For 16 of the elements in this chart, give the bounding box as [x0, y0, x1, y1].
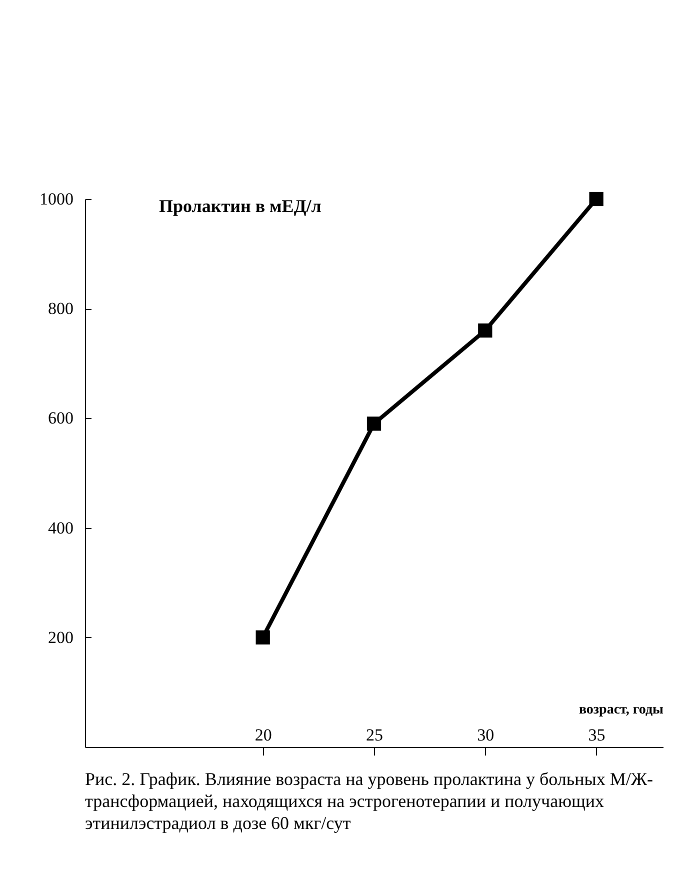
- point: [478, 323, 492, 338]
- chart-title: Пролактин в мЕД/л: [159, 196, 322, 216]
- y-tick-label: 1000: [40, 190, 74, 208]
- y-tick-label: 200: [48, 628, 74, 647]
- point: [256, 630, 270, 644]
- y-tick-label: 600: [48, 408, 74, 428]
- x-tick-label: 20: [254, 726, 272, 744]
- text: Рис. 2. График. Влияние возраста на уровень пролактина у больных М/Ж-трансформацией, находящихся на эстрогенотерапии и получающих этинилэстрадиол в дозе 60 мкг/сут: [85, 768, 654, 834]
- x-tick-label: 30: [477, 726, 494, 744]
- point: [366, 416, 382, 431]
- x-axis-title: возраст, годы: [578, 702, 664, 718]
- point: [589, 192, 604, 206]
- y-tick-label: 400: [48, 518, 74, 538]
- y-tick-label: 800: [48, 299, 74, 318]
- x-tick-label: 35: [588, 726, 606, 744]
- x-tick-label: 25: [366, 726, 383, 744]
